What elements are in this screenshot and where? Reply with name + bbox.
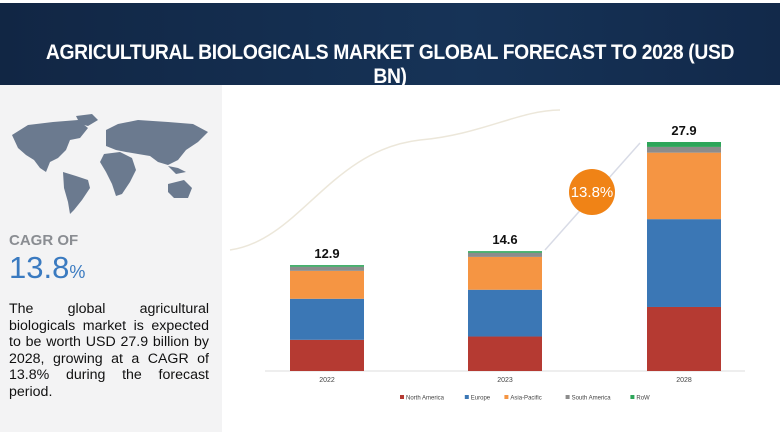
legend-label: RoW bbox=[636, 396, 650, 402]
bar-segment-north-america-2028 bbox=[647, 306, 721, 371]
decorative-curve bbox=[229, 109, 561, 251]
bar-segment-row-2023 bbox=[468, 251, 542, 253]
legend-label: North America bbox=[406, 396, 445, 402]
legend-swatch bbox=[565, 395, 570, 399]
bar-segment-europe-2023 bbox=[468, 289, 542, 337]
header-banner: AGRICULTURAL BIOLOGICALS MARKET GLOBAL F… bbox=[0, 3, 780, 88]
legend-swatch bbox=[630, 395, 635, 399]
bar-segment-row-2022 bbox=[290, 265, 364, 267]
world-map-icon bbox=[12, 114, 208, 214]
cagr-badge: 13.8% bbox=[569, 169, 615, 215]
bar-segment-europe-2022 bbox=[290, 298, 364, 340]
bar-segment-row-2028 bbox=[647, 142, 721, 147]
bar-segment-asia-pacific-2022 bbox=[290, 270, 364, 299]
cagr-unit: % bbox=[69, 262, 86, 282]
page-title: AGRICULTURAL BIOLOGICALS MARKET GLOBAL F… bbox=[45, 41, 735, 88]
bar-segment-south-america-2023 bbox=[468, 252, 542, 257]
bar-segment-north-america-2023 bbox=[468, 336, 542, 371]
total-label: 12.9 bbox=[314, 246, 339, 261]
bar-segment-asia-pacific-2028 bbox=[647, 152, 721, 220]
bar-segment-north-america-2022 bbox=[290, 339, 364, 371]
legend-swatch bbox=[400, 395, 404, 399]
summary-description: The global agricultural biologicals mark… bbox=[9, 301, 209, 400]
cagr-number: 13.8 bbox=[9, 250, 70, 285]
cagr-badge-label: 13.8% bbox=[571, 184, 614, 201]
legend-swatch bbox=[464, 395, 469, 399]
x-tick-label: 2022 bbox=[319, 377, 335, 384]
bar-segment-europe-2028 bbox=[647, 219, 721, 307]
legend-label: Asia-Pacific bbox=[510, 396, 541, 402]
legend-swatch bbox=[504, 395, 509, 399]
cagr-badge-circle bbox=[569, 169, 615, 215]
bar-segment-south-america-2028 bbox=[647, 146, 721, 153]
bar-segment-south-america-2022 bbox=[290, 266, 364, 271]
bar-segment-asia-pacific-2023 bbox=[468, 256, 542, 290]
legend-label: Europe bbox=[471, 396, 491, 402]
x-tick-label: 2023 bbox=[497, 377, 513, 384]
total-label: 27.9 bbox=[671, 123, 696, 138]
x-tick-label: 2028 bbox=[676, 377, 692, 384]
total-label: 14.6 bbox=[492, 232, 517, 247]
legend-label: South America bbox=[572, 396, 612, 402]
cagr-value: 13.8% bbox=[9, 250, 85, 286]
cagr-label: CAGR OF bbox=[9, 232, 79, 249]
